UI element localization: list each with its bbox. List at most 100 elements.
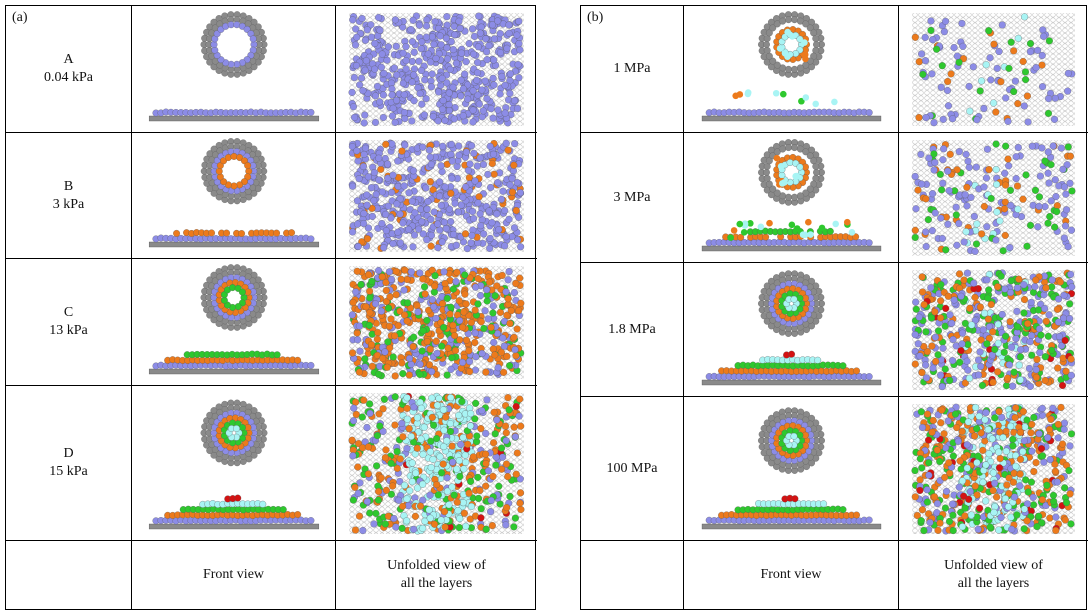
bead — [785, 66, 792, 73]
bead — [366, 287, 373, 294]
bead — [495, 106, 502, 113]
front-view-image — [685, 398, 898, 540]
bead — [501, 207, 508, 214]
bead — [935, 327, 942, 334]
bead — [779, 145, 786, 152]
bead — [1022, 76, 1029, 83]
bead — [1048, 197, 1055, 204]
cell: Unfolded view ofall the layers — [336, 541, 537, 609]
bead — [963, 228, 970, 235]
bead — [365, 470, 372, 477]
bead — [428, 368, 435, 375]
bead — [466, 489, 473, 496]
bead — [425, 50, 432, 57]
bead — [378, 63, 385, 70]
bead — [418, 100, 425, 107]
bead — [375, 267, 382, 274]
front-view-image — [133, 7, 335, 132]
bead — [468, 239, 475, 246]
cell — [132, 6, 336, 133]
bead — [497, 30, 504, 37]
bead — [358, 74, 365, 81]
bead — [1030, 501, 1037, 508]
bead — [1017, 353, 1024, 360]
bead — [405, 225, 412, 232]
bead — [1015, 275, 1022, 282]
bead — [412, 209, 419, 216]
bead — [400, 49, 407, 56]
bead — [401, 91, 408, 98]
bead — [732, 92, 739, 99]
bead — [763, 169, 770, 176]
bead — [463, 300, 470, 307]
unfolded-view-image — [337, 387, 536, 540]
bead — [944, 78, 951, 85]
bead — [409, 38, 416, 45]
bead — [442, 117, 449, 124]
bead — [223, 229, 230, 236]
bead — [468, 142, 475, 149]
bead — [388, 315, 395, 322]
bead — [973, 163, 980, 170]
bead — [418, 67, 425, 74]
pressure: 1 MPa — [614, 60, 651, 78]
bead — [1001, 169, 1008, 176]
bead — [420, 450, 427, 457]
bead — [394, 228, 401, 235]
bead — [380, 244, 387, 251]
bead — [485, 467, 492, 474]
bead — [512, 514, 519, 521]
bead — [368, 341, 375, 348]
bead — [925, 154, 932, 161]
bead — [427, 153, 434, 160]
bead — [394, 448, 401, 455]
bead — [994, 368, 1001, 375]
bead — [394, 157, 401, 164]
bead — [419, 347, 426, 354]
bead — [352, 526, 359, 533]
unfolded-view-image — [337, 7, 536, 132]
bead — [385, 304, 392, 311]
bead — [462, 522, 469, 529]
bead — [393, 268, 400, 275]
bead — [1067, 490, 1074, 497]
bead — [506, 29, 513, 36]
bead — [464, 440, 471, 447]
bead — [460, 112, 467, 119]
bead — [812, 100, 819, 107]
bead — [450, 83, 457, 90]
bead — [791, 66, 798, 73]
bead — [1021, 13, 1028, 20]
bead — [1034, 223, 1041, 230]
bead — [516, 395, 523, 402]
pressure: 3 kPa — [53, 196, 85, 214]
bead — [925, 216, 932, 223]
unfolded-view-image — [337, 134, 536, 258]
bead — [865, 516, 872, 523]
bead — [1045, 148, 1052, 155]
bead — [959, 329, 966, 336]
bead — [382, 454, 389, 461]
bead — [964, 202, 971, 209]
bead — [410, 343, 417, 350]
front-view-image — [685, 264, 898, 396]
bead — [1021, 309, 1028, 316]
bead — [515, 307, 522, 314]
bead — [1045, 219, 1052, 226]
cell — [336, 133, 537, 259]
bead — [488, 105, 495, 112]
bead — [423, 16, 430, 23]
bead — [461, 70, 468, 77]
bead — [503, 429, 510, 436]
bead — [1042, 157, 1049, 164]
bead — [391, 64, 398, 71]
bead — [490, 150, 497, 157]
bead — [360, 87, 367, 94]
bead — [456, 151, 463, 158]
bead — [449, 458, 456, 465]
bead — [516, 274, 523, 281]
bead — [386, 268, 393, 275]
bead — [369, 213, 376, 220]
bead — [1039, 52, 1046, 59]
bead — [996, 48, 1003, 55]
